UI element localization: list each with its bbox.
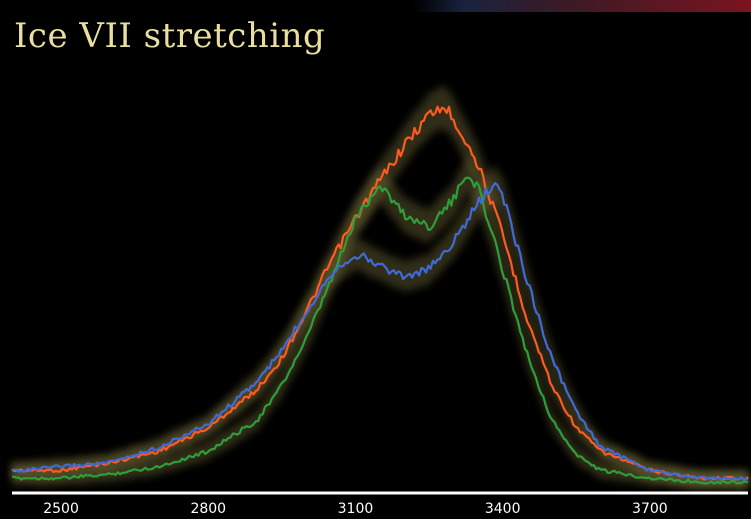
x-tick-label: 2800	[190, 501, 226, 517]
x-tick-label: 3100	[338, 501, 374, 517]
series-2-line	[11, 182, 749, 481]
series-0-noise-band	[12, 85, 748, 488]
series-1-noise-band	[12, 154, 748, 491]
x-tick-label: 3400	[485, 501, 521, 517]
series-lines	[11, 105, 749, 485]
x-tick-label: 3700	[632, 501, 668, 517]
top-decor-strip	[0, 0, 751, 12]
series-1-line	[11, 176, 749, 485]
x-tick-label: 2500	[43, 501, 79, 517]
x-tick-labels: 2500 2800 3100 3400 3700	[43, 501, 667, 517]
noise-bands	[12, 85, 748, 491]
chart-title: Ice VII stretching	[14, 16, 326, 56]
series-2-noise-band	[12, 166, 748, 487]
